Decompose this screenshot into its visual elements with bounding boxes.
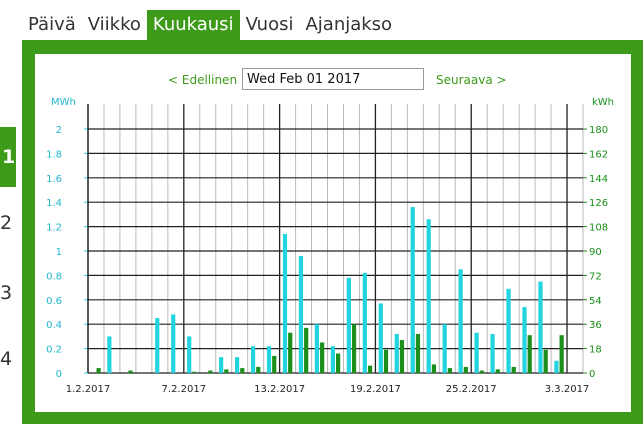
right-tick-label: 108	[589, 223, 608, 234]
cyan-bar	[362, 272, 367, 373]
green-bar	[431, 364, 437, 373]
left-tick-label: 2	[56, 125, 62, 136]
x-tick-label: 7.2.2017	[162, 384, 207, 395]
cyan-bar	[378, 303, 383, 373]
green-bar	[320, 342, 325, 373]
green-bar	[367, 365, 373, 373]
x-tick-label: 19.2.2017	[350, 384, 401, 395]
side-step-4[interactable]: 4	[0, 348, 13, 370]
left-axis-label: MWh	[51, 97, 76, 108]
left-tick-label: 1.2	[46, 223, 62, 234]
cyan-bar	[490, 333, 495, 373]
green-bar	[383, 349, 389, 373]
next-link[interactable]: Seuraava >	[436, 73, 507, 87]
green-bar	[336, 353, 341, 373]
cyan-bar	[219, 357, 224, 373]
right-tick-label: 162	[589, 149, 608, 160]
green-bar	[495, 369, 500, 373]
cyan-bar	[107, 336, 112, 373]
side-step-2[interactable]: 2	[0, 212, 13, 234]
tab-week[interactable]: Viikko	[87, 14, 141, 35]
cyan-bar	[474, 332, 479, 373]
cyan-bar	[442, 324, 447, 373]
cyan-bar	[250, 346, 256, 373]
cyan-bar	[266, 346, 272, 373]
left-tick-label: 1.4	[46, 198, 62, 209]
right-tick-label: 36	[589, 320, 602, 331]
cyan-bar	[187, 336, 192, 373]
right-tick-label: 144	[589, 174, 608, 185]
x-tick-label: 1.2.2017	[66, 384, 111, 395]
x-tick-label: 13.2.2017	[254, 384, 305, 395]
green-bar	[559, 335, 564, 373]
green-bar	[527, 335, 532, 373]
x-tick-label: 25.2.2017	[446, 384, 497, 395]
green-bar	[96, 368, 101, 373]
green-bar	[543, 349, 548, 373]
date-field[interactable]	[242, 68, 424, 90]
green-bar	[463, 366, 468, 373]
cyan-bar	[410, 207, 415, 373]
cyan-bar	[394, 333, 399, 373]
tab-range[interactable]: Ajanjakso	[305, 14, 393, 35]
tab-month[interactable]: Kuukausi	[146, 10, 240, 40]
green-bar	[351, 324, 357, 373]
tab-year[interactable]: Vuosi	[245, 14, 294, 35]
green-bar	[511, 366, 516, 373]
green-bar	[240, 368, 245, 373]
green-bar	[479, 370, 484, 373]
green-bar	[447, 368, 452, 373]
cyan-bar	[314, 324, 320, 373]
right-tick-label: 72	[589, 271, 602, 282]
green-bar	[256, 366, 261, 373]
side-step-1[interactable]: 1	[0, 127, 16, 187]
side-step-3[interactable]: 3	[0, 282, 13, 304]
cyan-bar	[346, 277, 351, 373]
cyan-bar	[298, 255, 304, 373]
cyan-bar	[171, 314, 176, 373]
left-tick-label: 0.2	[46, 345, 62, 356]
right-tick-label: 54	[589, 296, 602, 307]
cyan-bar	[554, 360, 559, 373]
right-tick-label: 0	[589, 369, 595, 380]
green-bar	[272, 355, 277, 373]
green-bar	[399, 340, 405, 373]
right-axis-label: kWh	[592, 97, 614, 108]
green-bar	[415, 333, 421, 373]
left-tick-label: 0	[56, 369, 62, 380]
left-tick-label: 1.6	[46, 174, 62, 185]
left-tick-label: 0.8	[46, 271, 62, 282]
left-tick-label: 1	[56, 247, 62, 258]
cyan-bar	[234, 357, 240, 373]
cyan-bar	[155, 318, 160, 373]
right-tick-label: 180	[589, 125, 608, 136]
previous-link[interactable]: < Edellinen	[168, 73, 238, 87]
green-bar	[192, 371, 197, 373]
cyan-bar	[426, 219, 431, 373]
right-tick-label: 126	[589, 198, 608, 209]
cyan-bar	[538, 281, 543, 373]
left-tick-label: 0.6	[46, 296, 62, 307]
cyan-bar	[506, 288, 511, 373]
tab-day[interactable]: Päivä	[28, 14, 76, 35]
cyan-bar	[330, 346, 335, 373]
left-tick-label: 1.8	[46, 149, 62, 160]
cyan-bar	[458, 269, 463, 373]
green-bar	[128, 370, 133, 373]
cyan-bar	[282, 233, 288, 373]
green-bar	[288, 332, 293, 373]
right-tick-label: 18	[589, 345, 602, 356]
period-tabs: Päivä Viikko Kuukausi Vuosi Ajanjakso	[22, 10, 398, 40]
right-tick-label: 90	[589, 247, 602, 258]
cyan-bar	[522, 307, 527, 373]
green-bar	[304, 327, 309, 373]
x-tick-label: 3.3.2017	[545, 384, 590, 395]
green-bar	[208, 370, 213, 373]
left-tick-label: 0.4	[46, 320, 62, 331]
green-bar	[224, 369, 229, 373]
